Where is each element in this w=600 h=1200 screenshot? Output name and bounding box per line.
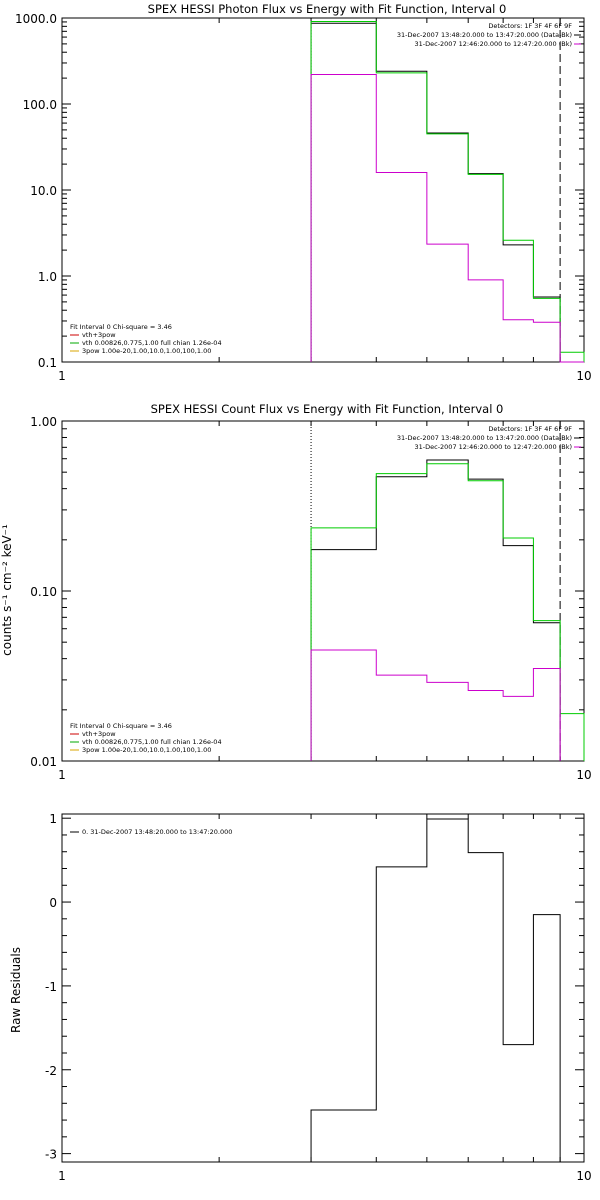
y-tick-label: 0.10 [30, 585, 57, 599]
panel3-plot: 1 10 -3 -2 -1 0 1 0. 31-Dec-2007 13:48:20.000 t… [45, 812, 592, 1183]
x-tick-label: 1 [58, 768, 66, 782]
series-0-step-line [310, 459, 561, 761]
x-tick-label: 10 [576, 369, 591, 383]
legend-text: 3pow 1.00e-20,1.00,10.0,1.00,100,1.00 [82, 746, 211, 754]
y-tick-label: 1.0 [38, 270, 57, 284]
y-tick-label: -1 [45, 980, 57, 994]
header-text: Detectors: 1F 3F 4F 6F 9F [488, 22, 572, 30]
y-tick-label: 0 [49, 896, 57, 910]
panel1-plot: 1 10 0.1 1.0 10.0 100.0 1000.0 Detectors: 1F 3F… [15, 12, 592, 383]
x-tick-label: 10 [576, 768, 591, 782]
legend-text: vth+3pow [82, 331, 116, 339]
legend-text: vth 0.00826,0.775,1.00 full chian 1.26e-… [82, 339, 222, 347]
x-tick-label: 1 [58, 1169, 66, 1183]
legend-text: Fit Interval 0 Chi-square = 3.46 [70, 722, 172, 730]
header-text: 31-Dec-2007 12:46:20.000 to 12:47:20.000… [415, 40, 573, 48]
x-tick-label: 10 [576, 1169, 591, 1183]
panel2-title: SPEX HESSI Count Flux vs Energy with Fit… [151, 402, 504, 416]
series-1-step-line [310, 463, 585, 761]
y-tick-label: 1.00 [30, 415, 57, 429]
y-tick-label: 1 [49, 812, 57, 826]
series-1-step-line [310, 21, 585, 362]
legend-text: vth+3pow [82, 730, 116, 738]
y-tick-label: 10.0 [30, 184, 57, 198]
series-0-step-line [310, 818, 561, 1162]
y-tick-label: -3 [45, 1148, 57, 1162]
panel2-plot: 1 10 0.01 0.10 1.00 Detectors: 1F 3F 4F 6F 9F… [30, 415, 591, 782]
legend-text: Fit Interval 0 Chi-square = 3.46 [70, 323, 172, 331]
panel1-title: SPEX HESSI Photon Flux vs Energy with Fi… [148, 2, 507, 16]
plot-frame [61, 17, 585, 363]
y-tick-label: -2 [45, 1064, 57, 1078]
y-tick-label: 1000.0 [15, 12, 57, 26]
header-text: 31-Dec-2007 12:46:20.000 to 12:47:20.000… [415, 443, 573, 451]
plot-frame [61, 420, 585, 762]
legend-text: 3pow 1.00e-20,1.00,10.0,1.00,100,1.00 [82, 347, 211, 355]
series-2-step-line [310, 649, 561, 761]
header-text: Detectors: 1F 3F 4F 6F 9F [488, 425, 572, 433]
header-text: 31-Dec-2007 13:48:20.000 to 13:47:20.000… [397, 434, 572, 442]
header-text: 31-Dec-2007 13:48:20.000 to 13:47:20.000… [397, 31, 572, 39]
x-tick-label: 1 [58, 369, 66, 383]
panel2-ylabel: counts s⁻¹ cm⁻² keV⁻¹ [0, 524, 14, 656]
residuals-panel: Raw Residuals 1 10 -3 -2 -1 0 1 0. 31-Dec-2007 … [9, 812, 592, 1183]
legend-text: 0. 31-Dec-2007 13:48:20.000 to 13:47:20.… [82, 828, 232, 836]
legend-text: vth 0.00826,0.775,1.00 full chian 1.26e-… [82, 738, 222, 746]
series-0-step-line [310, 22, 561, 362]
panel3-ylabel: Raw Residuals [9, 947, 23, 1033]
y-tick-label: 0.01 [30, 755, 57, 769]
y-tick-label: 100.0 [23, 98, 57, 112]
photon-flux-panel: SPEX HESSI Photon Flux vs Energy with Fi… [15, 2, 592, 383]
series-2-step-line [310, 74, 584, 363]
y-tick-label: 0.1 [38, 356, 57, 370]
plot-frame [61, 813, 585, 1163]
count-flux-panel: SPEX HESSI Count Flux vs Energy with Fit… [0, 402, 592, 782]
